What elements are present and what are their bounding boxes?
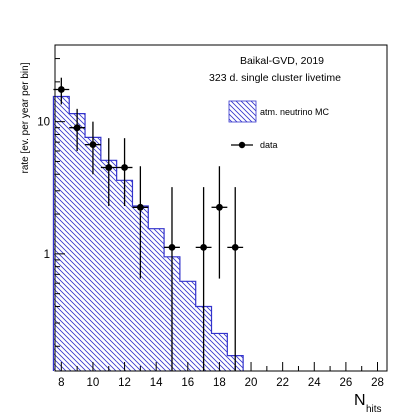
mc-bin-0 [53,96,70,372]
x-tick-label-16: 16 [181,377,194,389]
data-point-1 [73,124,81,132]
legend-data-label: data [260,140,278,150]
x-tick-label-14: 14 [150,377,163,389]
chart-title: Baikal-GVD, 2019 [240,55,324,67]
x-tick-label-18: 18 [213,377,226,389]
mc-bin-10 [211,333,228,371]
axis-ticks-layer: 8 10 12 14 16 18 20 22 24 26 28 1 10 [37,58,384,389]
chart-subtitle: 323 d. single cluster livetime [209,72,341,84]
x-tick-label-20: 20 [245,377,258,389]
legend: atm. neutrino MC data [228,100,330,150]
x-tick-label-28: 28 [371,377,384,389]
legend-mc-swatch [228,100,257,123]
x-axis-label-sub: hits [366,404,382,415]
x-tick-label-8: 8 [58,377,64,389]
mc-bin-2 [85,137,101,371]
data-point-9 [231,243,239,251]
data-point-0 [57,86,65,93]
x-axis-label: N hits [354,392,382,415]
x-tick-label-26: 26 [339,377,352,389]
legend-mc-label: atm. neutrino MC [260,107,330,117]
data-point-3 [105,164,113,171]
x-tick-label-12: 12 [118,377,131,389]
legend-item-data: data [231,140,278,150]
x-tick-label-24: 24 [308,377,321,389]
mc-bin-4 [116,180,133,371]
x-axis-label-main: N [354,392,366,409]
y-tick-label-10: 10 [37,117,50,129]
data-points-layer [53,77,244,371]
y-tick-label-1: 1 [44,249,50,261]
data-point-8 [216,203,223,211]
data-point-4 [121,164,128,171]
mc-bin-6 [148,228,165,371]
data-point-7 [200,243,208,251]
plot-frame [54,44,388,372]
y-axis-label: rate [ev. per year per bin] [20,62,31,173]
mc-histogram-layer [52,95,244,372]
mc-outline [52,95,244,371]
x-tick-label-22: 22 [276,377,289,389]
mc-bin-8 [179,281,196,371]
legend-item-mc: atm. neutrino MC [228,100,330,123]
mc-bin-3 [100,160,117,371]
data-point-6 [168,243,176,251]
mc-bin-1 [69,113,86,371]
x-tick-label-10: 10 [87,377,100,389]
mc-bin-5 [132,206,149,371]
legend-data-marker [238,141,246,149]
data-point-2 [89,141,97,149]
data-point-5 [136,203,144,211]
